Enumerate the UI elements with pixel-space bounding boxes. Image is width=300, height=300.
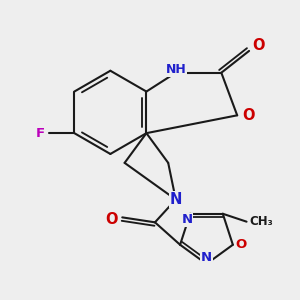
Text: N: N (169, 192, 182, 207)
Text: N: N (201, 251, 212, 265)
Text: F: F (36, 127, 45, 140)
Text: N: N (182, 213, 193, 226)
Text: NH: NH (165, 63, 186, 76)
Text: O: O (242, 108, 254, 123)
Text: CH₃: CH₃ (250, 215, 273, 228)
Text: O: O (253, 38, 265, 53)
Text: O: O (105, 212, 118, 227)
Text: O: O (235, 238, 246, 251)
